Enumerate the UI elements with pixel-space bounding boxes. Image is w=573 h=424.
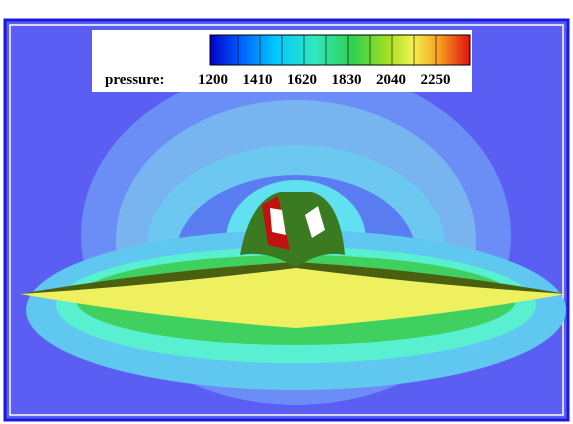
legend-tick-label: 1410 [243,72,273,88]
legend-tick-label: 1200 [198,72,228,88]
color-bar [210,35,470,65]
legend-tick-label: 2040 [376,72,406,88]
legend-tick-label: 1830 [332,72,362,88]
contour-plot: pressure: 1200 1410 1620 1830 2040 2250 [0,0,573,424]
legend-label: pressure: [105,72,164,88]
legend-tick-label: 1620 [287,72,317,88]
figure: pressure: 1200 1410 1620 1830 2040 2250 [0,0,573,424]
legend-tick-label: 2250 [421,72,451,88]
